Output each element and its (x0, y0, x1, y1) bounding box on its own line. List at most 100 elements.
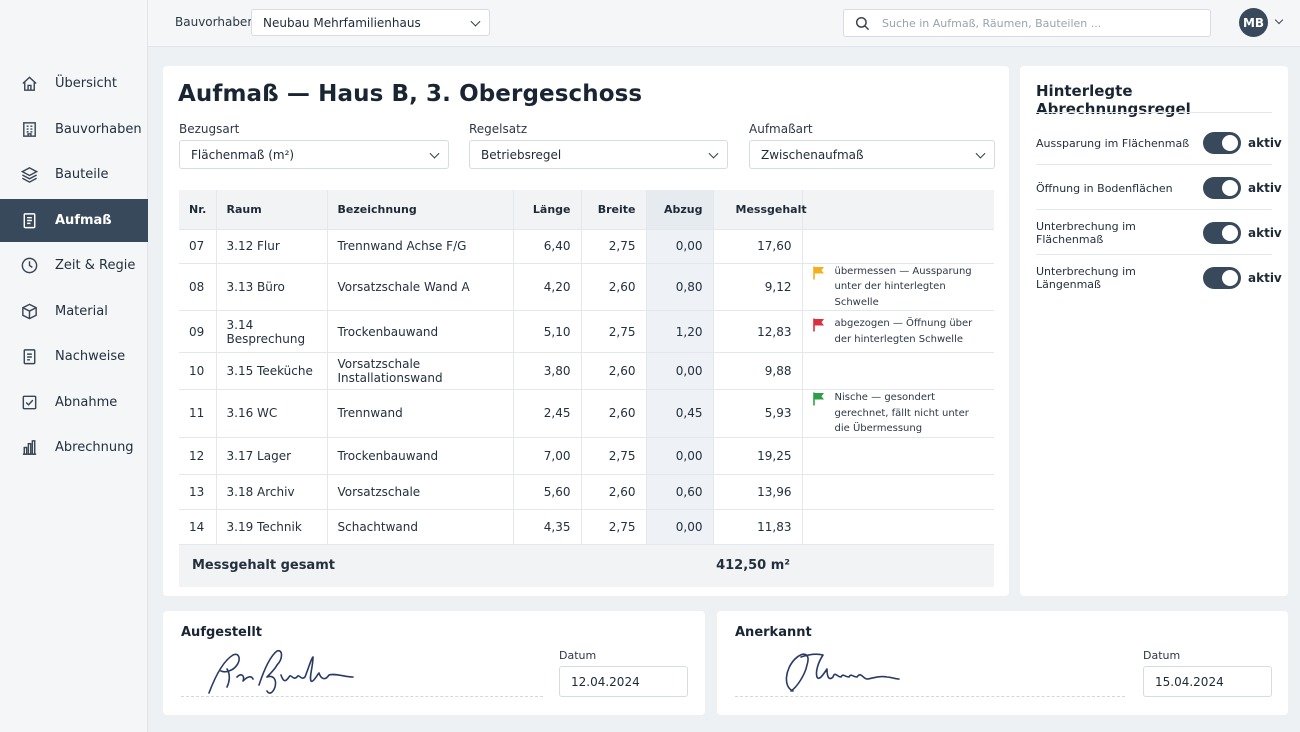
cell-note: Nische — gesondert gerechnet, fällt nich… (802, 389, 994, 437)
sidebar-item-check-square[interactable]: Abnahme (0, 381, 148, 424)
cell-laenge: 5,60 (513, 473, 582, 509)
toggle-knob (1222, 225, 1238, 241)
col-header-raum: Raum (216, 190, 328, 229)
sidebar-item-home[interactable]: Übersicht (0, 62, 148, 105)
date-field-aufgestellt[interactable] (559, 666, 688, 697)
table-row[interactable]: 08 3.13 Büro Vorsatzschale Wand A 4,20 2,60 0… (179, 262, 994, 311)
cell-laenge: 6,40 (513, 228, 582, 263)
table-row[interactable]: 10 3.15 Teeküche Vorsatzschale Installatio… (179, 352, 994, 390)
cell-abzug: 0,00 (646, 228, 714, 263)
cell-note (802, 228, 994, 263)
col-header-breite: Breite (581, 190, 647, 229)
flag-icon (812, 318, 824, 332)
table-row[interactable]: 14 3.19 Technik Schachtwand 4,35 2,75 0,00 11,… (179, 508, 994, 544)
cell-laenge: 7,00 (513, 436, 582, 474)
avatar[interactable]: MB (1239, 8, 1268, 37)
cell-note (802, 473, 994, 509)
cell-laenge: 2,45 (513, 389, 582, 437)
rule-toggle[interactable] (1203, 132, 1241, 154)
cell-nr: 07 (179, 228, 217, 263)
col-header-abzug: Abzug (646, 190, 714, 229)
sidebar-item-layers[interactable]: Bauteile (0, 153, 148, 196)
signature-title-aufgestellt: Aufgestellt (181, 625, 262, 640)
search-box[interactable] (843, 9, 1211, 37)
regelsatz-label: Regelsatz (469, 122, 528, 136)
cell-breite: 2,60 (581, 473, 647, 509)
cell-messgehalt: 19,25 (713, 436, 803, 474)
table-row[interactable]: 12 3.17 Lager Trockenbauwand 7,00 2,75 0,00 19… (179, 436, 994, 474)
cell-laenge: 4,20 (513, 262, 582, 311)
regelsatz-select[interactable]: Betriebsregel (469, 140, 728, 169)
aufmassart-label: Aufmaßart (749, 122, 813, 136)
bezugsart-value: Flächenmaß (m²) (191, 148, 295, 162)
rule-toggle[interactable] (1203, 222, 1241, 244)
project-select-value: Neubau Mehrfamilienhaus (263, 16, 421, 30)
table-row[interactable]: 07 3.12 Flur Trennwand Achse F/G 6,40 2,75 0,… (179, 228, 994, 263)
cell-raum: 3.14 Besprechung (216, 310, 328, 353)
clock-icon (21, 257, 38, 274)
toggle-knob (1222, 270, 1238, 286)
rule-row: Öffnung in Bodenflächen aktiv (1036, 177, 1288, 199)
building-icon (23, 121, 36, 137)
rule-note: Nische — gesondert gerechnet, fällt nich… (812, 390, 985, 437)
cell-abzug: 0,80 (646, 262, 714, 311)
cell-bezeichnung: Trennwand (327, 389, 514, 437)
total-row: Messgehalt gesamt 412,50 m² (179, 543, 994, 587)
aufmassart-value: Zwischenaufmaß (761, 148, 864, 162)
table-row[interactable]: 09 3.14 Besprechung Trockenbauwand 5,10 2,75… (179, 310, 994, 353)
sidebar-item-label: Nachweise (55, 349, 126, 364)
col-header-bezeichnung: Bezeichnung (327, 190, 514, 229)
clipboard-icon (23, 212, 36, 228)
sidebar-item-building[interactable]: Bauvorhaben (0, 108, 148, 151)
rule-toggle[interactable] (1203, 267, 1241, 289)
sidebar-item-clock[interactable]: Zeit & Regie (0, 244, 148, 287)
sidebar-item-document[interactable]: Nachweise (0, 335, 148, 378)
table-row[interactable]: 13 3.18 Archiv Vorsatzschale 5,60 2,60 0,60 13… (179, 473, 994, 509)
sidebar-item-label: Abrechnung (55, 440, 134, 455)
table-row[interactable]: 11 3.16 WC Trennwand 2,45 2,60 0,45 5,93 Nische… (179, 389, 994, 437)
cell-note (802, 436, 994, 474)
bezugsart-select[interactable]: Flächenmaß (m²) (179, 140, 449, 169)
cell-bezeichnung: Trockenbauwand (327, 436, 514, 474)
date-field-anerkannt[interactable] (1143, 666, 1272, 697)
cell-nr: 11 (179, 389, 217, 437)
total-value: 412,50 m² (646, 543, 802, 587)
chevron-down-icon (708, 148, 719, 159)
aufmassart-select[interactable]: Zwischenaufmaß (749, 140, 995, 169)
rule-row: Aussparung im Flächenmaß aktiv (1036, 132, 1288, 154)
cell-messgehalt: 13,96 (713, 473, 803, 509)
document-icon (23, 349, 36, 365)
sidebar-item-box[interactable]: Material (0, 290, 148, 333)
rule-title: Hinterlegte Abrechnungsregel (1036, 82, 1191, 118)
cell-raum: 3.12 Flur (216, 228, 328, 263)
cell-nr: 13 (179, 473, 217, 509)
cell-messgehalt: 5,93 (713, 389, 803, 437)
rule-toggle[interactable] (1203, 177, 1241, 199)
measurement-table: Nr. Raum Bezeichnung Länge Breite Abzug … (179, 190, 994, 587)
project-select[interactable]: Neubau Mehrfamilienhaus (251, 9, 490, 36)
cell-abzug: 0,00 (646, 436, 714, 474)
divider (1036, 254, 1272, 255)
rule-label: Öffnung in Bodenflächen (1036, 181, 1173, 195)
rule-status: aktiv (1248, 271, 1282, 285)
cell-note: übermessen — Aussparung unter der hinter… (802, 262, 994, 311)
flag-icon (812, 392, 824, 406)
sidebar-item-label: Bauvorhaben (55, 121, 142, 137)
regelsatz-value: Betriebsregel (481, 148, 562, 162)
sidebar-item-bar-chart[interactable]: Abrechnung (0, 426, 148, 469)
search-input[interactable] (882, 14, 1202, 32)
cell-raum: 3.19 Technik (216, 508, 328, 544)
chevron-down-icon (470, 16, 481, 27)
cell-bezeichnung: Vorsatzschale Wand A (327, 262, 514, 311)
cell-messgehalt: 9,12 (713, 262, 803, 311)
user-menu-chevron-icon[interactable] (1274, 15, 1284, 25)
cell-breite: 2,60 (581, 352, 647, 390)
signature-card-aufgestellt: Aufgestellt Datum (163, 611, 705, 715)
cell-abzug: 1,20 (646, 310, 714, 353)
cell-breite: 2,60 (581, 389, 647, 437)
sidebar-item-clipboard[interactable]: Aufmaß (0, 198, 148, 242)
page-title: Aufmaß — Haus B, 3. Obergeschoss (178, 81, 643, 107)
cell-abzug: 0,60 (646, 473, 714, 509)
table-header-row: Nr. Raum Bezeichnung Länge Breite Abzug … (179, 190, 994, 229)
sidebar-item-label: Bauteile (55, 167, 109, 182)
